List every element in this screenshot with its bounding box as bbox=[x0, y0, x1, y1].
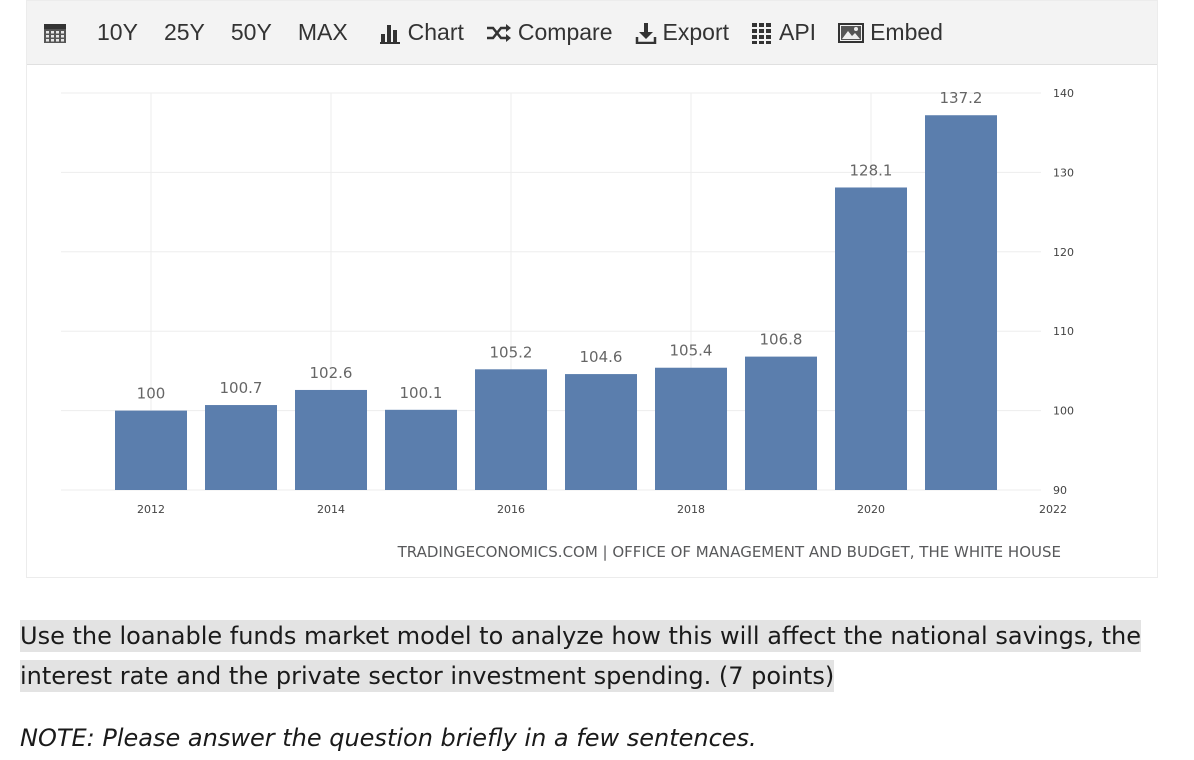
period-10y-button[interactable]: 10Y bbox=[97, 19, 138, 45]
image-icon bbox=[838, 22, 865, 44]
bars bbox=[115, 115, 997, 490]
value-label-2018: 105.4 bbox=[670, 342, 713, 360]
y-tick-label: 90 bbox=[1053, 484, 1067, 497]
value-label-2020: 128.1 bbox=[850, 161, 893, 179]
value-label-2021: 137.2 bbox=[940, 89, 983, 107]
grid-icon bbox=[751, 22, 773, 44]
calendar-button[interactable] bbox=[43, 1, 67, 64]
bar-2013[interactable] bbox=[205, 405, 277, 490]
bar-2015[interactable] bbox=[385, 409, 457, 490]
question-text: Use the loanable funds market model to a… bbox=[20, 616, 1160, 696]
bar-2016[interactable] bbox=[475, 369, 547, 490]
x-tick-label: 2020 bbox=[857, 503, 885, 516]
question-highlight: Use the loanable funds market model to a… bbox=[20, 620, 1142, 692]
chart-source: TRADINGECONOMICS.COM | OFFICE OF MANAGEM… bbox=[397, 543, 1061, 561]
period-25y-button[interactable]: 25Y bbox=[163, 19, 205, 45]
y-tick-label: 110 bbox=[1053, 325, 1074, 338]
x-tick-label: 2022 bbox=[1039, 503, 1067, 516]
value-label-2019: 106.8 bbox=[760, 331, 803, 349]
value-labels: 100 100.7 102.6 100.1 105.2 104.6 105.4 106.8 12… bbox=[137, 89, 983, 402]
bar-chart: 100 100.7 102.6 100.1 105.2 104.6 105.4 106.8 12… bbox=[27, 65, 1157, 577]
chart-button-label: Chart bbox=[407, 19, 464, 45]
bar-chart-icon bbox=[379, 22, 402, 44]
bar-2017[interactable] bbox=[565, 374, 637, 490]
api-button-label: API bbox=[779, 19, 817, 45]
y-tick-label: 130 bbox=[1053, 166, 1074, 179]
value-label-2012: 100 bbox=[137, 385, 166, 403]
export-button-label: Export bbox=[662, 19, 729, 45]
question-note: NOTE: Please answer the question briefly… bbox=[20, 724, 757, 752]
bar-2014[interactable] bbox=[295, 389, 367, 490]
bar-2021[interactable] bbox=[925, 115, 997, 490]
value-label-2016: 105.2 bbox=[490, 343, 533, 361]
value-label-2017: 104.6 bbox=[580, 348, 623, 366]
bar-2012[interactable] bbox=[115, 410, 187, 490]
y-tick-label: 100 bbox=[1053, 405, 1074, 418]
bar-2020[interactable] bbox=[835, 187, 907, 490]
compare-button[interactable]: Compare bbox=[486, 1, 613, 64]
y-tick-label: 120 bbox=[1053, 246, 1074, 259]
chart-widget: 10Y 25Y 50Y MAX Chart Compare Export bbox=[26, 0, 1158, 578]
download-icon bbox=[635, 22, 657, 44]
bar-2018[interactable] bbox=[655, 367, 727, 490]
bar-chart-svg: 100 100.7 102.6 100.1 105.2 104.6 105.4 106.8 12… bbox=[61, 87, 1074, 561]
calendar-icon bbox=[44, 23, 66, 43]
api-button[interactable]: API bbox=[751, 1, 816, 64]
axis-labels: 90 100 110 120 130 140 2012 2014 2016 2018 2020 202… bbox=[137, 87, 1074, 516]
embed-button-label: Embed bbox=[870, 19, 943, 45]
compare-button-label: Compare bbox=[517, 19, 613, 45]
shuffle-icon bbox=[486, 23, 512, 43]
chart-button[interactable]: Chart bbox=[379, 1, 464, 64]
value-label-2013: 100.7 bbox=[220, 379, 263, 397]
period-max-button[interactable]: MAX bbox=[297, 19, 348, 45]
bar-2019[interactable] bbox=[745, 356, 817, 490]
chart-toolbar: 10Y 25Y 50Y MAX Chart Compare Export bbox=[27, 1, 1157, 65]
x-tick-label: 2014 bbox=[317, 503, 345, 516]
period-50y-button[interactable]: 50Y bbox=[230, 19, 272, 45]
embed-button[interactable]: Embed bbox=[838, 1, 943, 64]
x-tick-label: 2012 bbox=[137, 503, 165, 516]
y-tick-label: 140 bbox=[1053, 87, 1074, 100]
value-label-2014: 102.6 bbox=[310, 364, 353, 382]
export-button[interactable]: Export bbox=[635, 1, 729, 64]
x-tick-label: 2018 bbox=[677, 503, 705, 516]
value-label-2015: 100.1 bbox=[400, 384, 443, 402]
x-tick-label: 2016 bbox=[497, 503, 525, 516]
